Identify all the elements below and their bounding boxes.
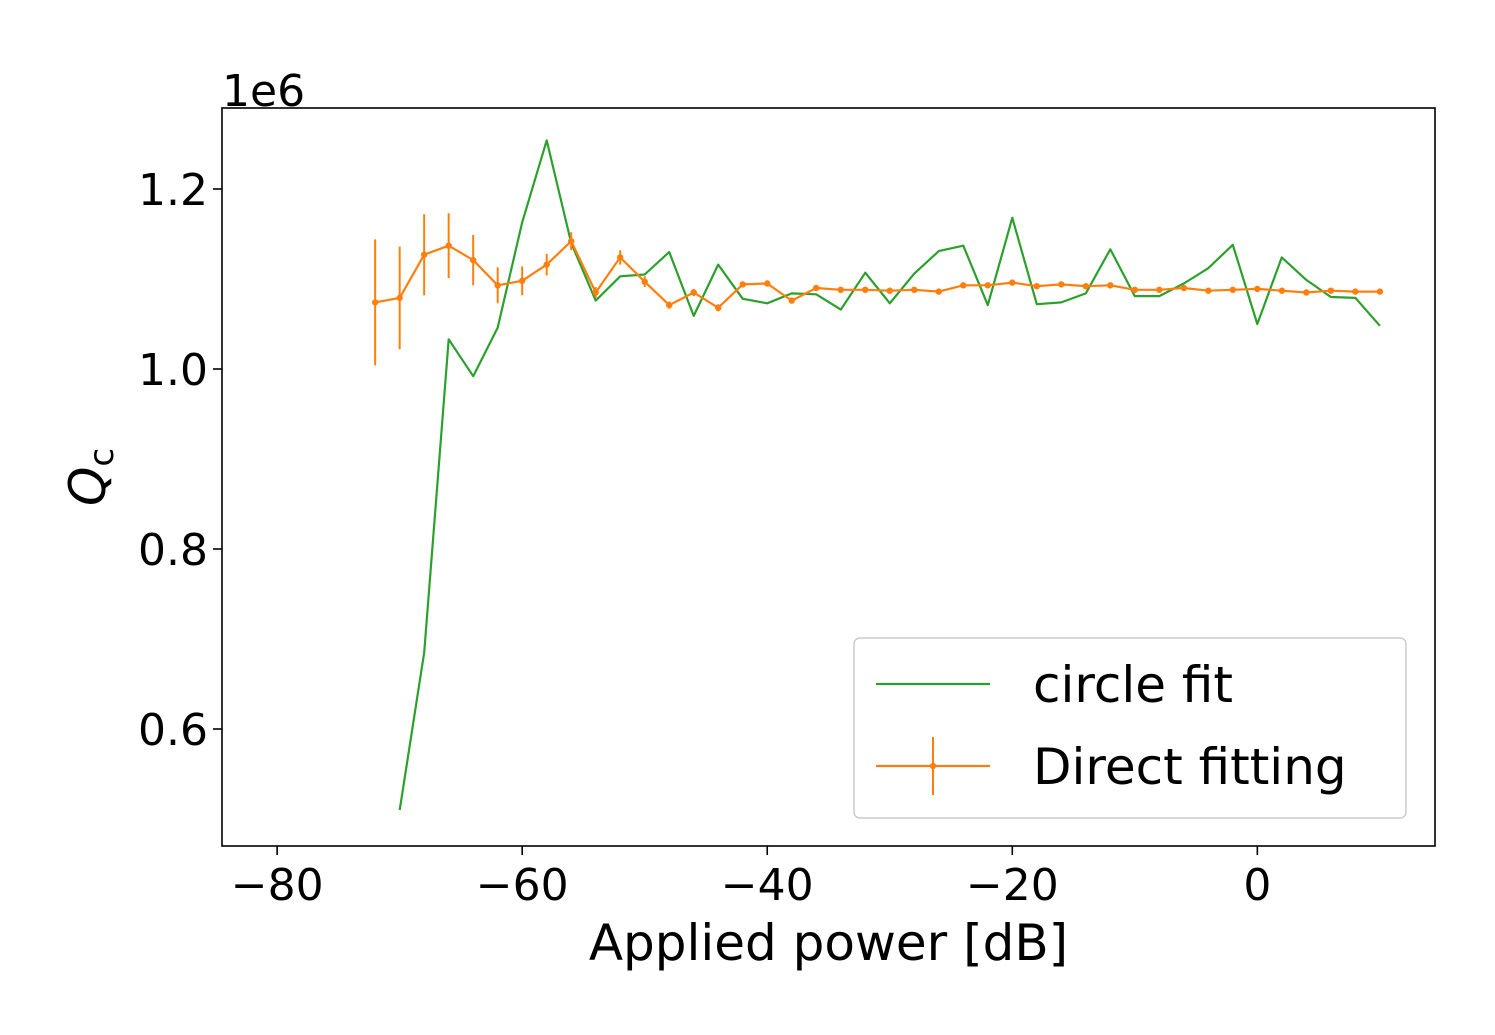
y-tick-label: 0.8	[138, 525, 208, 576]
data-point	[592, 289, 599, 296]
data-point	[1107, 282, 1114, 289]
y-tick-label: 1.0	[138, 345, 208, 396]
tick-labels: −80 −60 −40 −20 0 0.6 0.8 1.0 1.2	[138, 165, 1271, 911]
data-point	[1205, 287, 1212, 294]
y-axis-label: Qc	[59, 448, 122, 506]
data-point	[445, 242, 452, 249]
data-point	[567, 238, 575, 245]
y-tick-label: 0.6	[138, 705, 208, 756]
x-tick-label: −80	[231, 860, 324, 911]
series-circle-fit	[398, 139, 1381, 811]
data-point	[862, 286, 869, 293]
data-point	[617, 254, 624, 261]
y-tick-label: 1.2	[138, 165, 208, 216]
data-point	[837, 286, 844, 293]
data-point	[935, 288, 942, 295]
series-direct-fitting	[371, 213, 1384, 366]
data-point	[764, 280, 771, 287]
data-point	[813, 284, 820, 292]
legend-label: circle fit	[1033, 656, 1233, 714]
plot-series	[371, 139, 1384, 811]
data-point	[984, 282, 991, 289]
data-point	[1352, 288, 1359, 295]
tick-marks	[213, 188, 1259, 855]
x-tick-label: −40	[721, 860, 814, 911]
data-point	[690, 289, 697, 296]
data-point	[518, 277, 526, 284]
x-tick-label: 0	[1243, 860, 1271, 911]
data-point	[1033, 283, 1040, 290]
data-point	[641, 278, 648, 285]
data-point	[1131, 286, 1139, 293]
x-tick-label: −20	[966, 860, 1059, 911]
data-point	[469, 256, 477, 264]
data-point	[1254, 285, 1261, 293]
data-point	[1278, 287, 1286, 294]
data-point	[1303, 289, 1310, 296]
data-point	[1082, 283, 1090, 290]
series-line	[375, 240, 1380, 309]
data-point	[911, 286, 918, 293]
data-point	[715, 304, 722, 311]
series-line	[398, 139, 1381, 811]
data-point	[1156, 286, 1163, 293]
data-point	[1327, 287, 1335, 294]
y-axis-label-main: Q	[59, 467, 117, 506]
data-point	[1009, 279, 1016, 286]
legend-label: Direct fitting	[1033, 738, 1347, 796]
legend-item-direct-fitting: Direct fitting	[876, 737, 1347, 796]
legend: circle fit Direct fitting	[853, 637, 1407, 819]
data-point	[788, 297, 795, 304]
data-point	[886, 287, 893, 294]
data-point	[1180, 284, 1188, 292]
data-point	[739, 281, 746, 288]
y-axis-label-subscript: c	[82, 448, 122, 467]
legend-box	[853, 637, 1407, 819]
legend-item-circle-fit: circle fit	[876, 656, 1233, 714]
data-point	[960, 282, 967, 289]
data-point	[1376, 288, 1384, 295]
data-point	[1229, 286, 1237, 293]
x-tick-label: −60	[476, 860, 569, 911]
data-point	[396, 294, 403, 302]
data-point	[666, 301, 673, 309]
data-point	[420, 251, 428, 258]
x-axis-label: Applied power [dB]	[589, 914, 1068, 972]
data-point	[1058, 281, 1065, 288]
data-point	[494, 282, 501, 289]
data-point	[543, 261, 550, 268]
data-point	[371, 299, 379, 306]
legend-marker	[929, 762, 937, 770]
y-offset-label: 1e6	[222, 66, 305, 117]
plot-frame	[221, 107, 1436, 847]
